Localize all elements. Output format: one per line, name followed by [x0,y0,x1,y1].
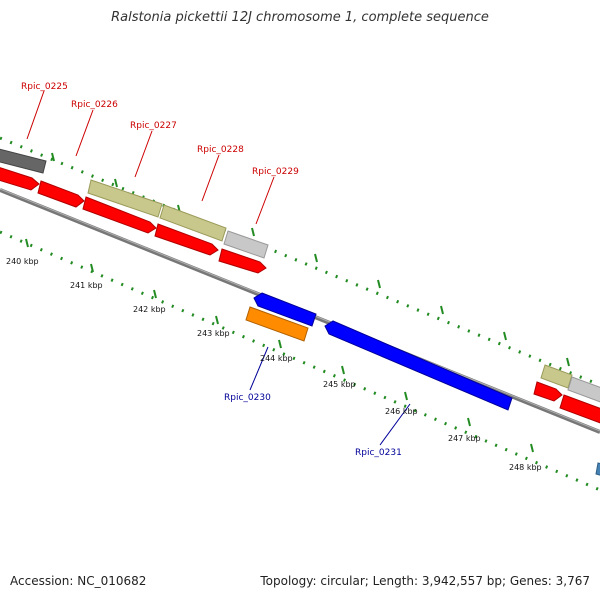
leader-line [75,109,94,157]
major-tick [341,365,345,375]
gene-label-reverse[interactable]: Rpic_0230 [224,393,271,403]
leader-line [201,154,220,202]
scale-label: 242 kbp [133,305,166,314]
major-ticks [25,152,570,453]
khaki-feature[interactable] [87,179,163,218]
major-tick [314,253,318,263]
reverse-gene-arrow[interactable] [324,320,513,411]
forward-gene-arrow[interactable] [37,180,85,208]
scale-label: 244 kbp [260,354,293,363]
scale-label: 247 kbp [448,434,481,443]
major-tick [51,152,55,162]
major-tick [25,238,29,248]
outer-tick-track [0,136,600,387]
gene-label-forward[interactable]: Rpic_0229 [252,167,299,177]
major-tick [377,279,381,289]
major-tick [566,357,570,367]
label-leaders [26,90,411,446]
scale-label: 248 kbp [509,463,542,472]
leader-line [255,176,275,225]
major-tick [530,443,534,453]
scale-label: 241 kbp [70,281,103,290]
major-tick [404,391,408,401]
gray-feature[interactable] [567,376,600,404]
dark-feature[interactable] [0,148,47,174]
major-tick [467,417,471,427]
major-tick [114,178,118,188]
khaki-feature[interactable] [540,364,573,389]
scale-labels: 240 kbp 241 kbp 242 kbp 243 kbp 244 kbp … [6,257,542,472]
major-tick [251,227,255,237]
scale-label: 240 kbp [6,257,39,266]
gene-labels: Rpic_0225 Rpic_0226 Rpic_0227 Rpic_0228 … [21,82,402,458]
leader-line [249,346,269,391]
major-tick [215,315,219,325]
leader-line [134,130,153,178]
forward-gene-arrow[interactable] [154,223,219,256]
scale-label: 246 kbp [385,407,418,416]
reverse-gene-arrow[interactable] [253,292,317,327]
reverse-feature-track [245,292,600,478]
feature-track [0,148,600,425]
major-tick [153,289,157,299]
scale-label: 243 kbp [197,329,230,338]
leader-line [379,403,411,446]
leader-line [26,90,45,140]
forward-gene-arrow[interactable] [559,394,600,425]
accession-text: Accession: NC_010682 [10,574,147,588]
gene-label-forward[interactable]: Rpic_0225 [21,82,68,92]
gene-label-forward[interactable]: Rpic_0226 [71,100,118,110]
forward-gene-arrow[interactable] [218,248,267,274]
gene-label-forward[interactable]: Rpic_0228 [197,145,244,155]
orange-feature[interactable] [245,306,309,342]
gene-label-forward[interactable]: Rpic_0227 [130,121,177,131]
major-tick [278,339,282,349]
gray-feature[interactable] [223,230,269,259]
page-title: Ralstonia pickettii 12J chromosome 1, co… [111,10,489,25]
scale-label: 245 kbp [323,380,356,389]
steel-feature[interactable] [595,462,600,478]
forward-gene-arrow[interactable] [533,381,563,402]
forward-gene-arrow[interactable] [0,166,40,191]
genome-summary-text: Topology: circular; Length: 3,942,557 bp… [260,574,590,588]
major-tick [503,331,507,341]
gene-label-reverse[interactable]: Rpic_0231 [355,448,402,458]
inner-tick-track [0,230,600,492]
forward-gene-arrow[interactable] [82,196,157,234]
major-tick [90,263,94,273]
major-tick [440,305,444,315]
khaki-feature[interactable] [159,204,227,242]
